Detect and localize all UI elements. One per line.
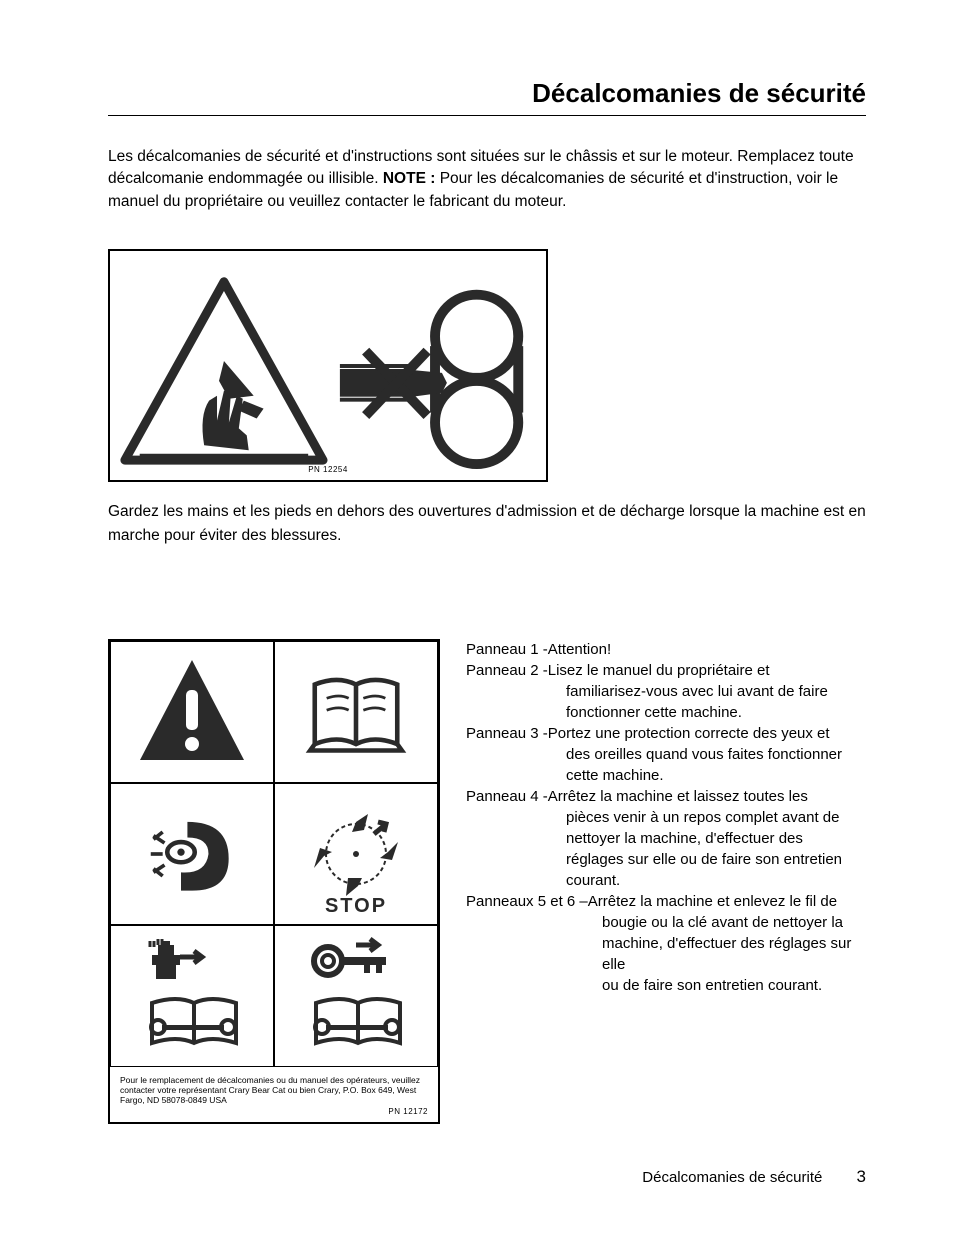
stop-label: STOP <box>275 895 437 918</box>
note-label: NOTE : <box>383 170 436 187</box>
row-2: STOP <box>108 639 866 1125</box>
rotating-blade-stop-icon <box>296 804 416 904</box>
panel-2-label: Panneau 2 - <box>466 660 548 681</box>
panel-3-cell <box>110 783 274 925</box>
decal-2-replace-text: Pour le remplacement de décalcomanies ou… <box>110 1067 438 1108</box>
warning-exclamation-icon <box>132 652 252 772</box>
panel-2-cell <box>274 641 438 783</box>
page-number: 3 <box>857 1167 866 1186</box>
decal-2-box: STOP <box>108 639 440 1125</box>
panel-56-item: Panneaux 5 et 6 – Arrêtez la machine et … <box>466 891 866 912</box>
panel-6-cell <box>274 925 438 1067</box>
panel-2-cont1: familiarisez-vous avec lui avant de fair… <box>466 681 866 702</box>
read-manual-icon <box>301 657 411 767</box>
panel-56-cont2: machine, d'effectuer des réglages sur el… <box>466 933 866 975</box>
page-title: Décalcomanies de sécurité <box>108 78 866 109</box>
decal-2-part-number: PN 12172 <box>110 1107 438 1122</box>
panel-4-cell: STOP <box>274 783 438 925</box>
panel-5-cell <box>110 925 274 1067</box>
panel-4-text: Arrêtez la machine et laissez toutes les <box>548 786 808 807</box>
page-footer: Décalcomanies de sécurité 3 <box>642 1167 866 1187</box>
panel-3-cont2: cette machine. <box>466 765 866 786</box>
intro-paragraph: Les décalcomanies de sécurité et d'instr… <box>108 146 866 213</box>
eye-ear-protection-icon <box>137 799 247 909</box>
panel-1-item: Panneau 1 - Attention! <box>466 639 866 660</box>
decal-1-caption: Gardez les mains et les pieds en dehors … <box>108 500 866 547</box>
decal-2-grid: STOP <box>110 641 438 1067</box>
panel-56-cont3: ou de faire son entretien courant. <box>466 975 866 996</box>
footer-text: Décalcomanies de sécurité <box>642 1169 822 1186</box>
panel-3-item: Panneau 3 - Portez une protection correc… <box>466 723 866 744</box>
panel-1-label: Panneau 1 - <box>466 639 548 660</box>
panel-2-text: Lisez le manuel du propriétaire et <box>548 660 770 681</box>
panel-4-cont1: pièces venir à un repos complet avant de <box>466 807 866 828</box>
decal-1-illustration <box>110 251 546 481</box>
decal-1-box: PN 12254 <box>108 249 548 482</box>
decal-1-part-number: PN 12254 <box>308 465 348 474</box>
warning-triangle-icon <box>125 282 323 460</box>
blower-no-hand-icon <box>340 295 518 464</box>
panel-4-cont2: nettoyer la machine, d'effectuer des <box>466 828 866 849</box>
panel-4-cont4: courant. <box>466 870 866 891</box>
panel-list: Panneau 1 - Attention! Panneau 2 - Lisez… <box>466 639 866 996</box>
panel-1-text: Attention! <box>548 639 611 660</box>
panel-3-cont1: des oreilles quand vous faites fonctionn… <box>466 744 866 765</box>
panel-2-cont2: fonctionner cette machine. <box>466 702 866 723</box>
panel-3-label: Panneau 3 - <box>466 723 548 744</box>
panel-2-item: Panneau 2 - Lisez le manuel du propriéta… <box>466 660 866 681</box>
panel-4-cont3: réglages sur elle ou de faire son entret… <box>466 849 866 870</box>
page-header: Décalcomanies de sécurité <box>108 78 866 116</box>
panel-1-cell <box>110 641 274 783</box>
remove-sparkplug-icon <box>132 931 252 1061</box>
panel-56-cont1: bougie ou la clé avant de nettoyer la <box>466 912 866 933</box>
remove-key-icon <box>296 931 416 1061</box>
panel-56-label: Panneaux 5 et 6 – <box>466 891 588 912</box>
panel-56-text: Arrêtez la machine et enlevez le fil de <box>588 891 837 912</box>
panel-4-label: Panneau 4 - <box>466 786 548 807</box>
panel-4-item: Panneau 4 - Arrêtez la machine et laisse… <box>466 786 866 807</box>
panel-3-text: Portez une protection correcte des yeux … <box>548 723 830 744</box>
